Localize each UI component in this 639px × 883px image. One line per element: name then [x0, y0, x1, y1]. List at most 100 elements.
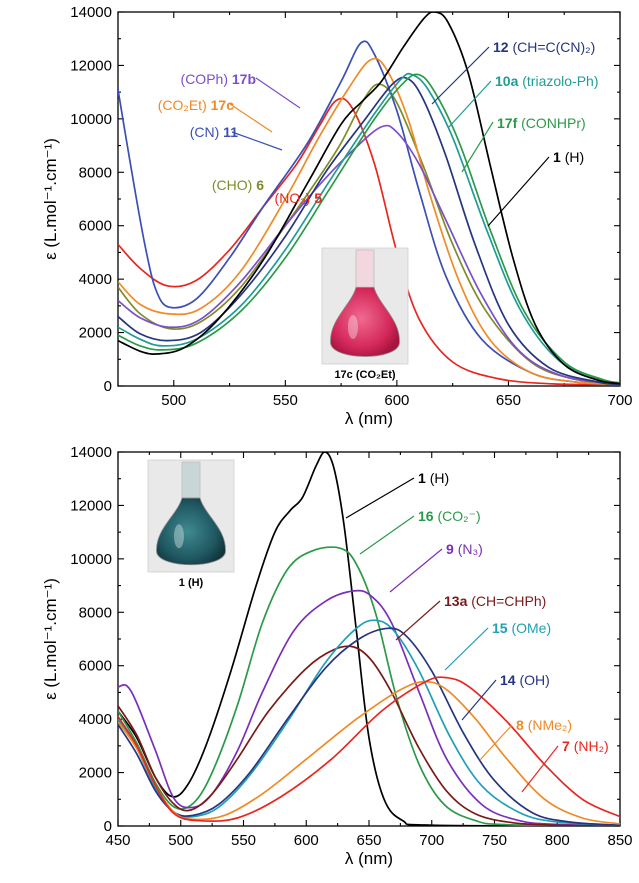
- series-line-13a: [118, 645, 620, 826]
- series-substituent: (NH₂): [574, 738, 609, 754]
- leader-line-1: [487, 156, 550, 227]
- series-substituent: (H): [565, 149, 584, 165]
- series-label-13a: 13a (CH=CHPh): [444, 593, 546, 609]
- x-tick-label: 750: [482, 832, 507, 849]
- series-number: 15: [492, 620, 511, 636]
- leader-line-13a: [395, 600, 441, 641]
- flask-body: [156, 497, 226, 566]
- x-tick-label: 550: [231, 832, 256, 849]
- series-label-7: 7 (NH₂): [562, 738, 609, 754]
- series-substituent: (CH=CHPh): [471, 593, 546, 609]
- series-label-11: (CN) 11: [190, 124, 238, 140]
- series-line-10a: [118, 72, 620, 384]
- series-substituent: (CN): [190, 124, 220, 140]
- x-tick-label: 650: [356, 832, 381, 849]
- series-substituent: (COPh): [181, 71, 228, 87]
- flask-neck: [355, 249, 375, 288]
- y-tick-label: 2000: [79, 325, 112, 342]
- y-tick-label: 4000: [79, 271, 112, 288]
- series-number: 5: [310, 190, 322, 206]
- leader-line-9: [389, 548, 443, 593]
- inset-photo-1: 1 (H): [147, 459, 235, 589]
- leader-line-17f: [461, 121, 494, 173]
- y-tick-label: 6000: [79, 218, 112, 235]
- x-tick-label: 600: [294, 832, 319, 849]
- series-label-1: 1 (H): [418, 470, 449, 486]
- y-tick-label: 0: [104, 378, 112, 395]
- series-line-1: [118, 452, 620, 826]
- leader-line-12: [431, 46, 490, 105]
- flask-neck: [181, 461, 201, 499]
- y-axis-title: ε (L.mol⁻¹.cm⁻¹): [41, 578, 60, 700]
- series-number: 16: [418, 508, 437, 524]
- series-line-12: [118, 76, 620, 386]
- series-number: 6: [252, 177, 264, 193]
- series-label-17c: (CO₂Et) 17c: [158, 97, 234, 113]
- series-label-17b: (COPh) 17b: [181, 71, 256, 87]
- y-tick-label: 10000: [70, 111, 112, 128]
- series-number: 13a: [444, 593, 471, 609]
- series-substituent: (CO₂⁻): [437, 508, 480, 524]
- leader-line-10a: [447, 80, 492, 129]
- series-line-17f: [118, 73, 620, 384]
- series-label-9: 9 (N₃): [446, 541, 483, 557]
- series-number: 17f: [497, 115, 521, 131]
- leader-line-17b: [255, 77, 301, 109]
- series-number: 9: [446, 541, 458, 557]
- x-tick-label: 650: [496, 392, 521, 409]
- series-number: 12: [493, 39, 512, 55]
- series-substituent: (CH=C(CN)₂): [512, 39, 595, 55]
- leader-line-1: [345, 477, 415, 519]
- leader-line-8: [479, 724, 513, 761]
- series-number: 8: [516, 717, 528, 733]
- series-number: 7: [562, 738, 574, 754]
- series-substituent: (CO₂Et): [158, 97, 207, 113]
- series-number: 14: [500, 672, 519, 688]
- inset-photo-17c: 17c (CO₂Et): [321, 247, 409, 381]
- leader-line-7: [521, 745, 559, 793]
- x-tick-label: 700: [607, 392, 632, 409]
- series-label-12: 12 (CH=C(CN)₂): [493, 39, 595, 55]
- flask-highlight: [173, 524, 184, 549]
- x-axis-title: λ (nm): [345, 849, 393, 868]
- flask-highlight: [347, 314, 358, 339]
- series-number: 1: [553, 149, 565, 165]
- x-tick-label: 500: [161, 392, 186, 409]
- series-label-17f: 17f (CONHPr): [497, 115, 586, 131]
- series-label-14: 14 (OH): [500, 672, 550, 688]
- y-axis-title: ε (L.mol⁻¹.cm⁻¹): [41, 138, 60, 260]
- series-substituent: (triazolo-Ph): [522, 73, 598, 89]
- series-label-16: 16 (CO₂⁻): [418, 508, 481, 524]
- leader-line-16: [359, 515, 415, 555]
- y-tick-label: 0: [104, 818, 112, 835]
- leader-line-14: [461, 679, 497, 721]
- series-number: 1: [418, 470, 430, 486]
- y-tick-label: 12000: [70, 57, 112, 74]
- series-line-11: [118, 40, 620, 386]
- x-axis-title: λ (nm): [345, 409, 393, 428]
- series-substituent: (N₃): [458, 541, 483, 557]
- series-substituent: (CHO): [212, 177, 252, 193]
- x-tick-label: 450: [105, 832, 130, 849]
- series-label-15: 15 (OMe): [492, 620, 551, 636]
- series-line-5: [118, 97, 620, 386]
- series-line-17b: [118, 124, 620, 385]
- y-tick-label: 14000: [70, 4, 112, 21]
- x-tick-label: 800: [545, 832, 570, 849]
- y-tick-label: 10000: [70, 551, 112, 568]
- series-label-10a: 10a (triazolo-Ph): [495, 73, 599, 89]
- series-line-17c: [118, 57, 620, 386]
- y-tick-label: 4000: [79, 711, 112, 728]
- series-line-1: [118, 12, 620, 385]
- series-label-1: 1 (H): [553, 149, 584, 165]
- y-tick-label: 14000: [70, 444, 112, 461]
- x-tick-label: 600: [384, 392, 409, 409]
- series-substituent: (CONHPr): [521, 115, 586, 131]
- y-tick-label: 8000: [79, 604, 112, 621]
- bottom-chart: 450 500 550 600 650 700 750 800 850 0 2000 4000 6000…: [41, 444, 633, 868]
- y-tick-label: 2000: [79, 765, 112, 782]
- series-number: 17c: [207, 97, 234, 113]
- series-line-7: [118, 676, 620, 823]
- series-substituent: (OMe): [511, 620, 551, 636]
